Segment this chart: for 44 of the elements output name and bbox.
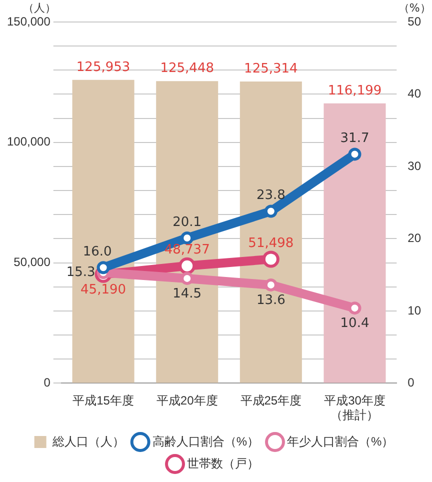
data-label: 15.3 bbox=[66, 265, 96, 280]
data-label: 48,737 bbox=[164, 242, 210, 258]
y-tick-label: 100,000 bbox=[6, 134, 51, 149]
y2-tick-label: 40 bbox=[408, 86, 422, 101]
point bbox=[264, 278, 278, 292]
data-label: 51,498 bbox=[248, 236, 294, 252]
y-axis-title: （人） bbox=[22, 1, 56, 14]
point bbox=[348, 148, 362, 161]
point bbox=[348, 302, 362, 315]
data-label: 10.4 bbox=[340, 316, 370, 331]
data-label: 13.6 bbox=[256, 292, 286, 308]
data-label: 31.7 bbox=[340, 131, 370, 146]
data-label: 125,953 bbox=[76, 60, 130, 75]
y-tick-label: 50,000 bbox=[14, 255, 51, 270]
legend-label: 世帯数（戸） bbox=[187, 456, 259, 470]
bar bbox=[324, 103, 386, 383]
point bbox=[180, 272, 194, 285]
y2-axis-title: （%） bbox=[398, 1, 431, 14]
point bbox=[264, 204, 278, 218]
data-label: 23.8 bbox=[256, 188, 286, 204]
legend-label: 年少人口割合（%） bbox=[287, 434, 394, 448]
y-tick-label: 150,000 bbox=[6, 14, 51, 28]
y2-tick-label: 10 bbox=[408, 303, 422, 318]
legend-label: 高齢人口割合（%） bbox=[152, 434, 259, 448]
y2-tick-label: 30 bbox=[408, 158, 422, 173]
x-tick-label: 平成25年度 bbox=[240, 394, 302, 408]
y2-tick-label: 20 bbox=[408, 231, 422, 246]
point bbox=[96, 261, 110, 274]
y2-tick-label: 0 bbox=[408, 376, 415, 390]
x-tick-label: 平成30年度（推計） bbox=[324, 394, 386, 422]
legend-label: 総人口（人） bbox=[51, 434, 124, 448]
x-tick-label: 平成20年度 bbox=[156, 394, 218, 408]
data-label: 125,448 bbox=[160, 60, 214, 76]
data-label: 125,314 bbox=[244, 61, 298, 76]
data-label: 116,199 bbox=[328, 83, 382, 98]
data-label: 16.0 bbox=[82, 244, 112, 260]
y2-tick-label: 50 bbox=[408, 14, 422, 28]
data-label: 45,190 bbox=[80, 282, 126, 298]
y-tick-label: 0 bbox=[44, 376, 51, 390]
bar bbox=[240, 81, 302, 383]
x-tick-label: 平成15年度 bbox=[72, 394, 134, 408]
data-label: 20.1 bbox=[172, 214, 202, 230]
data-label: 14.5 bbox=[172, 286, 202, 302]
point bbox=[180, 232, 194, 244]
